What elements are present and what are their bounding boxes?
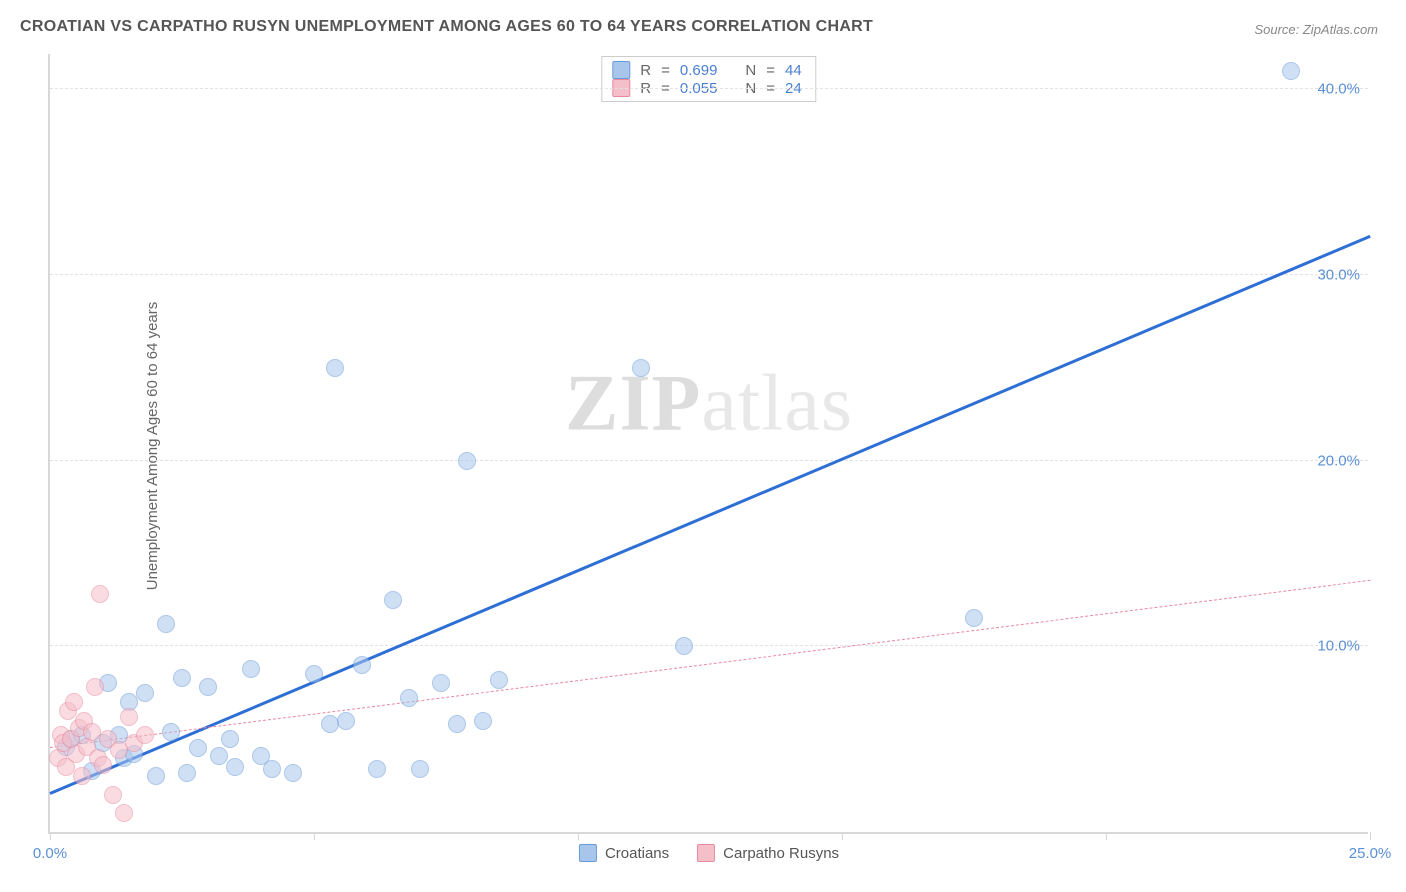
- gridline: [50, 88, 1368, 89]
- data-point: [157, 615, 175, 633]
- data-point: [94, 756, 112, 774]
- data-point: [448, 715, 466, 733]
- data-point: [210, 747, 228, 765]
- swatch-carpatho: [697, 844, 715, 862]
- data-point: [136, 726, 154, 744]
- series-legend: Croatians Carpatho Rusyns: [579, 844, 839, 862]
- y-tick-label: 30.0%: [1317, 266, 1360, 283]
- data-point: [147, 767, 165, 785]
- trend-line: [49, 235, 1370, 795]
- data-point: [675, 637, 693, 655]
- x-tick: [842, 832, 843, 840]
- data-point: [162, 723, 180, 741]
- legend-label: Carpatho Rusyns: [723, 845, 839, 862]
- gridline: [50, 274, 1368, 275]
- x-tick: [50, 832, 51, 840]
- data-point: [73, 767, 91, 785]
- x-tick: [1106, 832, 1107, 840]
- data-point: [221, 730, 239, 748]
- data-point: [178, 764, 196, 782]
- data-point: [104, 786, 122, 804]
- data-point: [474, 712, 492, 730]
- data-point: [337, 712, 355, 730]
- y-tick-label: 40.0%: [1317, 81, 1360, 98]
- correlation-legend: R= 0.699 N= 44 R= 0.055 N= 24: [601, 56, 816, 102]
- x-tick: [1370, 832, 1371, 840]
- legend-row-croatians: R= 0.699 N= 44: [612, 61, 801, 79]
- data-point: [65, 693, 83, 711]
- data-point: [1282, 62, 1300, 80]
- legend-label: Croatians: [605, 845, 669, 862]
- data-point: [458, 452, 476, 470]
- data-point: [91, 585, 109, 603]
- data-point: [120, 708, 138, 726]
- data-point: [284, 764, 302, 782]
- data-point: [326, 359, 344, 377]
- data-point: [115, 804, 133, 822]
- data-point: [263, 760, 281, 778]
- data-point: [400, 689, 418, 707]
- data-point: [226, 758, 244, 776]
- x-tick-label: 25.0%: [1349, 845, 1392, 862]
- scatter-plot-area: ZIPatlas R= 0.699 N= 44 R= 0.055 N= 24 C…: [48, 54, 1368, 834]
- x-tick: [578, 832, 579, 840]
- data-point: [86, 678, 104, 696]
- swatch-croatians: [612, 61, 630, 79]
- source-attribution: Source: ZipAtlas.com: [1254, 22, 1378, 37]
- y-tick-label: 10.0%: [1317, 638, 1360, 655]
- y-tick-label: 20.0%: [1317, 452, 1360, 469]
- data-point: [242, 660, 260, 678]
- data-point: [632, 359, 650, 377]
- gridline: [50, 645, 1368, 646]
- data-point: [353, 656, 371, 674]
- data-point: [305, 665, 323, 683]
- data-point: [368, 760, 386, 778]
- gridline: [50, 460, 1368, 461]
- data-point: [411, 760, 429, 778]
- data-point: [173, 669, 191, 687]
- data-point: [490, 671, 508, 689]
- x-tick-label: 0.0%: [33, 845, 67, 862]
- legend-item-carpatho: Carpatho Rusyns: [697, 844, 839, 862]
- data-point: [432, 674, 450, 692]
- data-point: [384, 591, 402, 609]
- x-tick: [314, 832, 315, 840]
- watermark: ZIPatlas: [565, 359, 853, 450]
- swatch-croatians: [579, 844, 597, 862]
- data-point: [965, 609, 983, 627]
- data-point: [136, 684, 154, 702]
- chart-title: CROATIAN VS CARPATHO RUSYN UNEMPLOYMENT …: [20, 18, 873, 36]
- legend-item-croatians: Croatians: [579, 844, 669, 862]
- data-point: [199, 678, 217, 696]
- data-point: [189, 739, 207, 757]
